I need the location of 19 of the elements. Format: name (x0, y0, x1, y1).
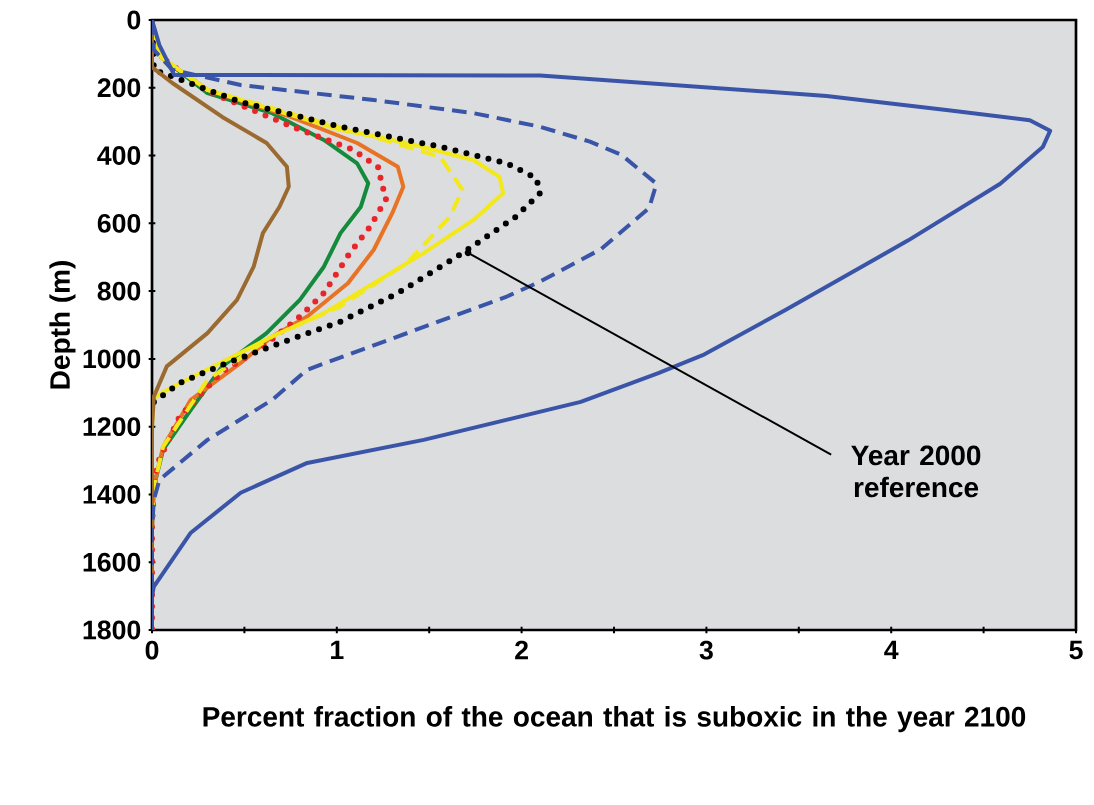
x-axis-title: Percent fraction of the ocean that is suboxic in the year 2100 (203, 706, 1026, 733)
annotation: Year 2000 reference (851, 445, 981, 498)
y-tick-label: 800 (97, 281, 141, 301)
y-tick-label: 1800 (83, 620, 141, 640)
x-tick-label: 2 (515, 640, 528, 660)
y-tick-label: 200 (97, 78, 141, 98)
x-tick-label: 5 (1069, 640, 1083, 660)
y-tick-label: 1000 (83, 349, 141, 369)
y-tick-label: 1400 (83, 485, 141, 504)
x-tick-label: 4 (884, 640, 899, 660)
y-tick-label: 1200 (83, 417, 141, 437)
y-axis-title: Depth (m) (49, 261, 76, 389)
x-tick-label: 0 (145, 640, 159, 660)
x-tick-label: 1 (331, 640, 344, 660)
y-tick-label: 0 (127, 10, 141, 30)
y-tick-label: 1600 (83, 552, 141, 572)
y-tick-label: 400 (97, 146, 141, 165)
y-tick-label: 600 (97, 213, 141, 233)
x-tick-label: 3 (699, 640, 713, 660)
